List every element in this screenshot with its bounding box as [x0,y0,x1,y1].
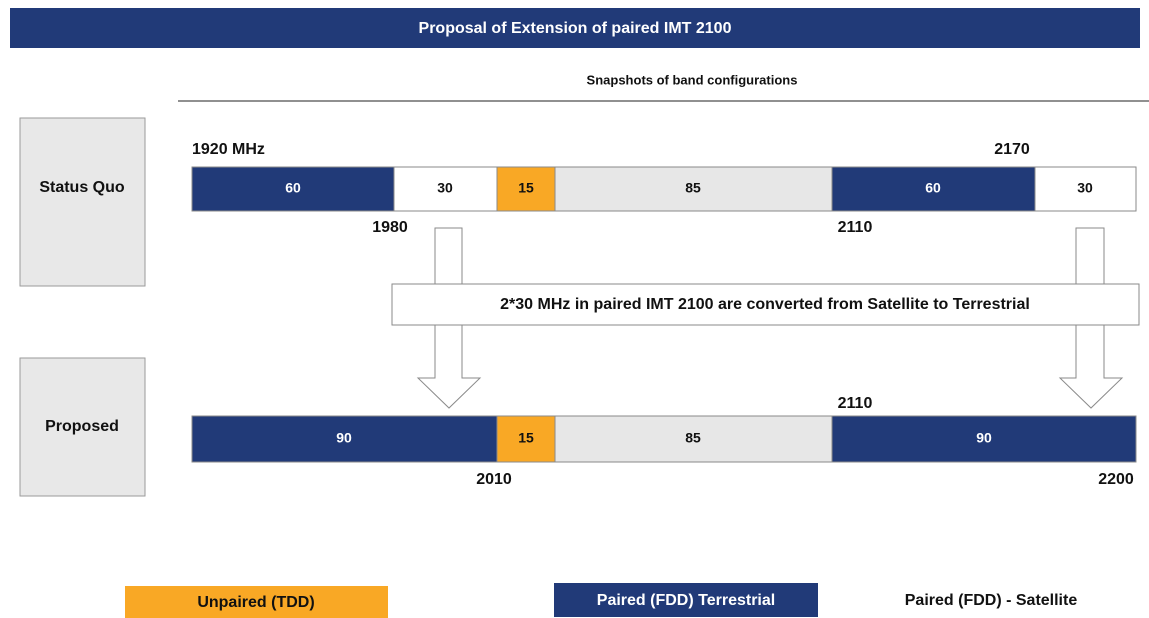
frequency-marker: 1920 MHz [192,141,265,158]
segment-label: 60 [285,180,301,196]
segment-label: 90 [976,430,992,446]
legend-label: Unpaired (TDD) [197,594,314,611]
segment-label: 90 [336,430,352,446]
band-segment [831,415,1137,463]
legend-label: Paired (FDD) Terrestrial [597,592,775,609]
row-label: Proposed [45,418,119,435]
segment-label: 85 [685,430,701,446]
band-segment [496,166,556,212]
segment-label: 15 [518,430,534,446]
segment-label: 15 [518,180,534,196]
frequency-marker: 2170 [994,141,1030,158]
band-segment [554,166,833,212]
row-label: Status Quo [39,179,125,196]
legend-label: Paired (FDD) - Satellite [905,592,1078,609]
header-bar [10,8,1140,48]
band-segment [496,415,556,463]
segment-label: 85 [685,180,701,196]
callout-box [391,283,1140,326]
row-label-box [19,357,146,497]
band-segment [1034,166,1137,212]
legend-swatch [125,586,388,618]
band-segment [191,166,395,212]
segment-label: 60 [925,180,941,196]
row-label-box [19,117,146,287]
legend-swatch [554,583,818,617]
frequency-marker: 2010 [476,471,512,488]
frequency-marker: 2200 [1098,471,1134,488]
subtitle: Snapshots of band configurations [587,72,798,87]
frequency-marker: 2110 [838,219,873,236]
callout-text: 2*30 MHz in paired IMT 2100 are converte… [500,296,1030,313]
frequency-marker: 2110 [838,395,873,412]
header-title: Proposal of Extension of paired IMT 2100 [419,20,732,37]
band-segment [554,415,833,463]
band-segment [831,166,1036,212]
frequency-marker: 1980 [372,219,408,236]
band-segment [393,166,498,212]
segment-label: 30 [437,180,453,196]
segment-label: 30 [1077,180,1093,196]
legend-swatch [858,583,1124,617]
